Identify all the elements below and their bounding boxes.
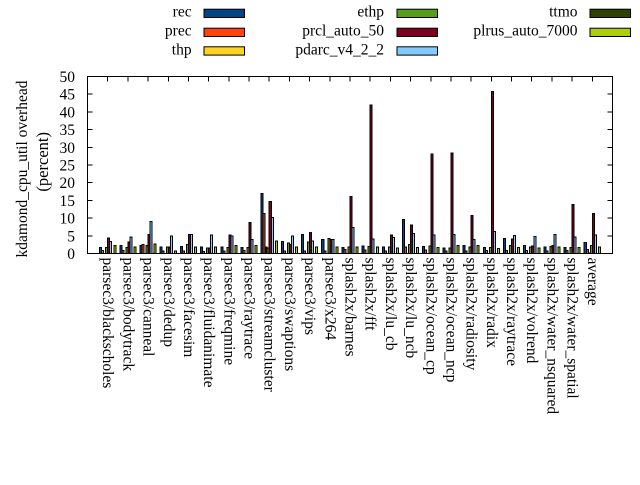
svg-text:parsec3/blackscholes: parsec3/blackscholes [99, 258, 116, 389]
svg-text:parsec3/fluidanimate: parsec3/fluidanimate [200, 258, 217, 388]
svg-text:splash2x/water_nsquared: splash2x/water_nsquared [543, 258, 560, 415]
svg-text:parsec3/swaptions: parsec3/swaptions [281, 258, 298, 372]
svg-text:splash2x/lu_ncb: splash2x/lu_ncb [402, 258, 419, 359]
svg-text:45: 45 [60, 87, 76, 104]
svg-text:pdarc_v4_2_2: pdarc_v4_2_2 [295, 41, 384, 58]
svg-text:plrus_auto_7000: plrus_auto_7000 [473, 23, 577, 40]
svg-text:parsec3/vips: parsec3/vips [301, 258, 318, 335]
svg-text:ttmo: ttmo [549, 4, 578, 21]
svg-text:20: 20 [60, 175, 76, 192]
svg-text:35: 35 [60, 122, 76, 139]
svg-text:parsec3/bodytrack: parsec3/bodytrack [119, 258, 136, 372]
svg-text:parsec3/x264: parsec3/x264 [321, 258, 338, 341]
svg-text:5: 5 [67, 228, 75, 245]
svg-text:prcl_auto_50: prcl_auto_50 [302, 23, 384, 40]
svg-text:thp: thp [172, 41, 192, 58]
svg-text:parsec3/freqmine: parsec3/freqmine [220, 258, 237, 366]
svg-text:parsec3/streamcluster: parsec3/streamcluster [261, 258, 278, 393]
svg-text:parsec3/dedup: parsec3/dedup [160, 258, 177, 348]
svg-text:splash2x/lu_cb: splash2x/lu_cb [382, 258, 399, 351]
svg-text:splash2x/volrend: splash2x/volrend [523, 258, 540, 364]
svg-text:10: 10 [60, 211, 76, 228]
svg-text:25: 25 [60, 158, 76, 175]
svg-text:40: 40 [60, 104, 76, 121]
svg-text:splash2x/raytrace: splash2x/raytrace [503, 258, 520, 367]
svg-text:ethp: ethp [357, 4, 384, 21]
svg-text:average: average [584, 258, 601, 306]
svg-text:kdamond_cpu_util overhead: kdamond_cpu_util overhead [14, 80, 31, 257]
svg-text:15: 15 [60, 193, 76, 210]
svg-text:parsec3/canneal: parsec3/canneal [140, 258, 157, 357]
svg-text:0: 0 [67, 246, 75, 263]
svg-text:parsec3/facesim: parsec3/facesim [180, 258, 197, 358]
svg-text:parsec3/raytrace: parsec3/raytrace [241, 258, 258, 360]
svg-text:prec: prec [165, 23, 192, 40]
svg-text:rec: rec [173, 4, 192, 21]
svg-text:splash2x/ocean_cp: splash2x/ocean_cp [422, 258, 439, 375]
svg-text:splash2x/radix: splash2x/radix [483, 258, 500, 349]
svg-text:splash2x/radiosity: splash2x/radiosity [463, 258, 480, 371]
svg-text:splash2x/barnes: splash2x/barnes [342, 258, 359, 357]
svg-text:50: 50 [60, 69, 76, 86]
svg-text:splash2x/water_spatial: splash2x/water_spatial [564, 258, 581, 399]
svg-text:(percent): (percent) [33, 132, 52, 192]
svg-text:30: 30 [60, 140, 76, 157]
svg-text:splash2x/fft: splash2x/fft [362, 258, 379, 332]
svg-text:splash2x/ocean_ncp: splash2x/ocean_ncp [442, 258, 459, 383]
